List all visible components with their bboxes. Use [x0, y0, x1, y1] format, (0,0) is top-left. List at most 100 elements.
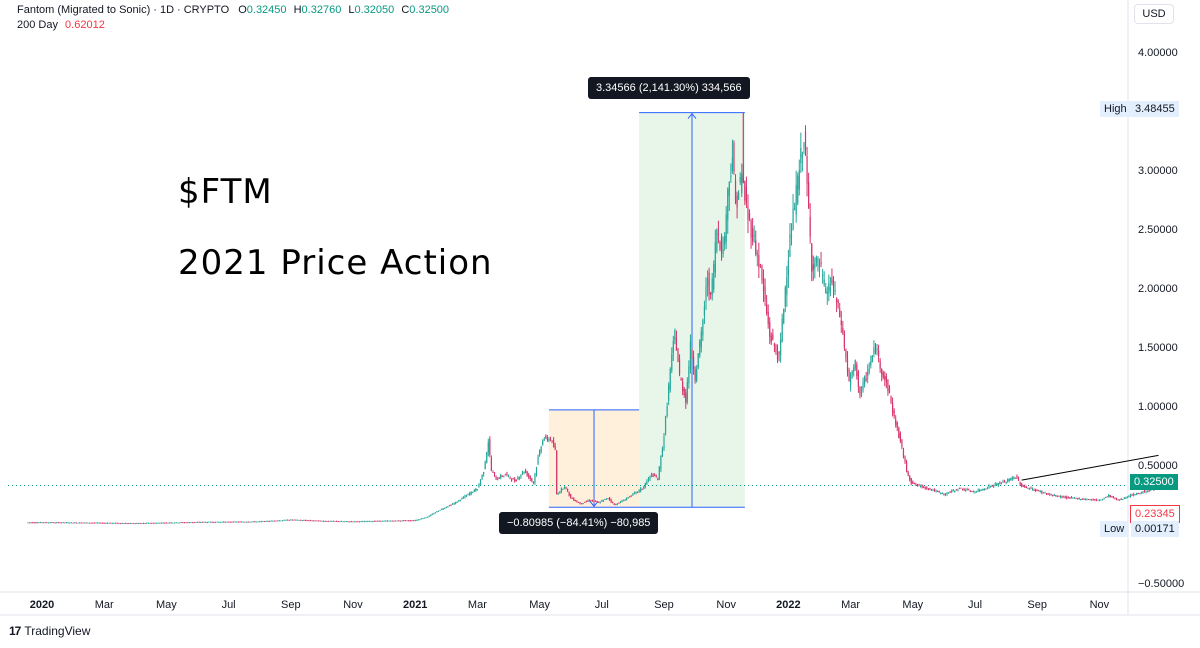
candle-body [979, 490, 981, 492]
candle-body [1003, 481, 1006, 483]
candle-body [823, 279, 825, 285]
symbol-name[interactable]: Fantom (Migrated to Sonic) [17, 4, 151, 16]
candle-body [657, 479, 659, 481]
candle-body [195, 522, 197, 524]
x-tick-label: May [156, 599, 177, 611]
candle-body [152, 522, 154, 524]
candle-body [974, 491, 976, 493]
candle-body [458, 500, 460, 502]
candle-body [198, 521, 200, 523]
candle-body [30, 522, 32, 524]
candle-body [1056, 496, 1059, 498]
candle-body [566, 488, 569, 492]
trendline-drawing[interactable] [1021, 454, 1159, 481]
candle-body [521, 471, 524, 475]
candle-body [563, 487, 566, 489]
candle-body [483, 472, 485, 475]
candle-body [601, 500, 603, 502]
candle-body [1105, 497, 1107, 499]
candle-body [173, 522, 176, 524]
candle-body [1070, 497, 1073, 499]
last-price-tag: 0.32500 [1130, 474, 1178, 490]
candle-body [116, 522, 118, 524]
candle-body [818, 265, 821, 268]
candle-body [354, 521, 356, 523]
annotation-subtitle[interactable]: 2021 Price Action [178, 243, 493, 283]
candle-body [767, 311, 769, 324]
candle-body [319, 520, 321, 522]
annotation-ticker[interactable]: $FTM [178, 172, 273, 212]
candle-body [724, 235, 726, 245]
candle-body [612, 501, 614, 503]
candle-body [72, 522, 74, 524]
candle-body [613, 503, 615, 505]
candle-body [753, 235, 755, 237]
candle-body [381, 520, 384, 522]
candle-body [286, 519, 289, 521]
candle-body [800, 147, 802, 164]
candle-body [278, 520, 280, 522]
candle-body [98, 522, 100, 524]
candle-body [403, 520, 405, 522]
candle-body [1094, 499, 1096, 501]
low-label: L [348, 4, 355, 16]
candle-body [891, 402, 894, 413]
candle-body [576, 500, 578, 503]
candle-body [1143, 491, 1146, 493]
candle-body [694, 369, 696, 381]
candle-body [182, 522, 184, 524]
candle-body [35, 522, 37, 524]
candle-body [568, 491, 570, 496]
candle-body [111, 522, 113, 524]
candle-body [783, 308, 785, 324]
candle-body [839, 309, 841, 318]
candle-body [877, 350, 880, 357]
candle-body [789, 234, 791, 257]
candle-body [1142, 492, 1144, 494]
candle-body [1045, 493, 1048, 495]
candle-body [1106, 496, 1108, 498]
candle-body [1055, 495, 1057, 497]
candle-body [1025, 487, 1027, 489]
candle-body [414, 520, 416, 522]
candle-body [308, 520, 310, 522]
candle-body [809, 216, 811, 237]
candle-body [282, 520, 284, 522]
candle-body [633, 492, 636, 494]
candle-body [909, 475, 911, 480]
candle-body [739, 176, 741, 183]
candle-body [51, 522, 53, 524]
candle-body [703, 306, 706, 317]
interval-label[interactable]: 1D [159, 4, 175, 16]
candle-body [688, 366, 690, 384]
candle-body [144, 523, 146, 525]
currency-button[interactable]: USD [1134, 4, 1174, 24]
candle-body [836, 297, 838, 303]
symbol-legend[interactable]: Fantom (Migrated to Sonic) · 1D · CRYPTO O0.… [17, 4, 450, 31]
candle-body [961, 488, 964, 490]
tradingview-brand[interactable]: 17 TradingView [9, 624, 90, 638]
candle-body [90, 522, 92, 524]
candle-body [340, 521, 343, 523]
candle-body [188, 522, 190, 524]
candle-body [622, 500, 625, 502]
candle-body [863, 376, 866, 385]
candle-body [456, 501, 458, 503]
close-label: C [401, 4, 410, 16]
candle-body [784, 287, 786, 307]
candle-body [608, 497, 611, 500]
candle-body [259, 521, 261, 523]
candle-body [672, 341, 674, 354]
candle-body [170, 522, 172, 524]
candle-body [1008, 478, 1010, 481]
candle-body [151, 522, 153, 524]
candle-body [441, 508, 443, 510]
ma-label[interactable]: 200 Day [17, 19, 58, 31]
candle-body [865, 378, 867, 381]
candle-body [780, 339, 782, 356]
candle-body [273, 520, 276, 522]
candle-body [585, 501, 587, 503]
candle-body [85, 522, 87, 524]
candle-body [745, 187, 748, 203]
